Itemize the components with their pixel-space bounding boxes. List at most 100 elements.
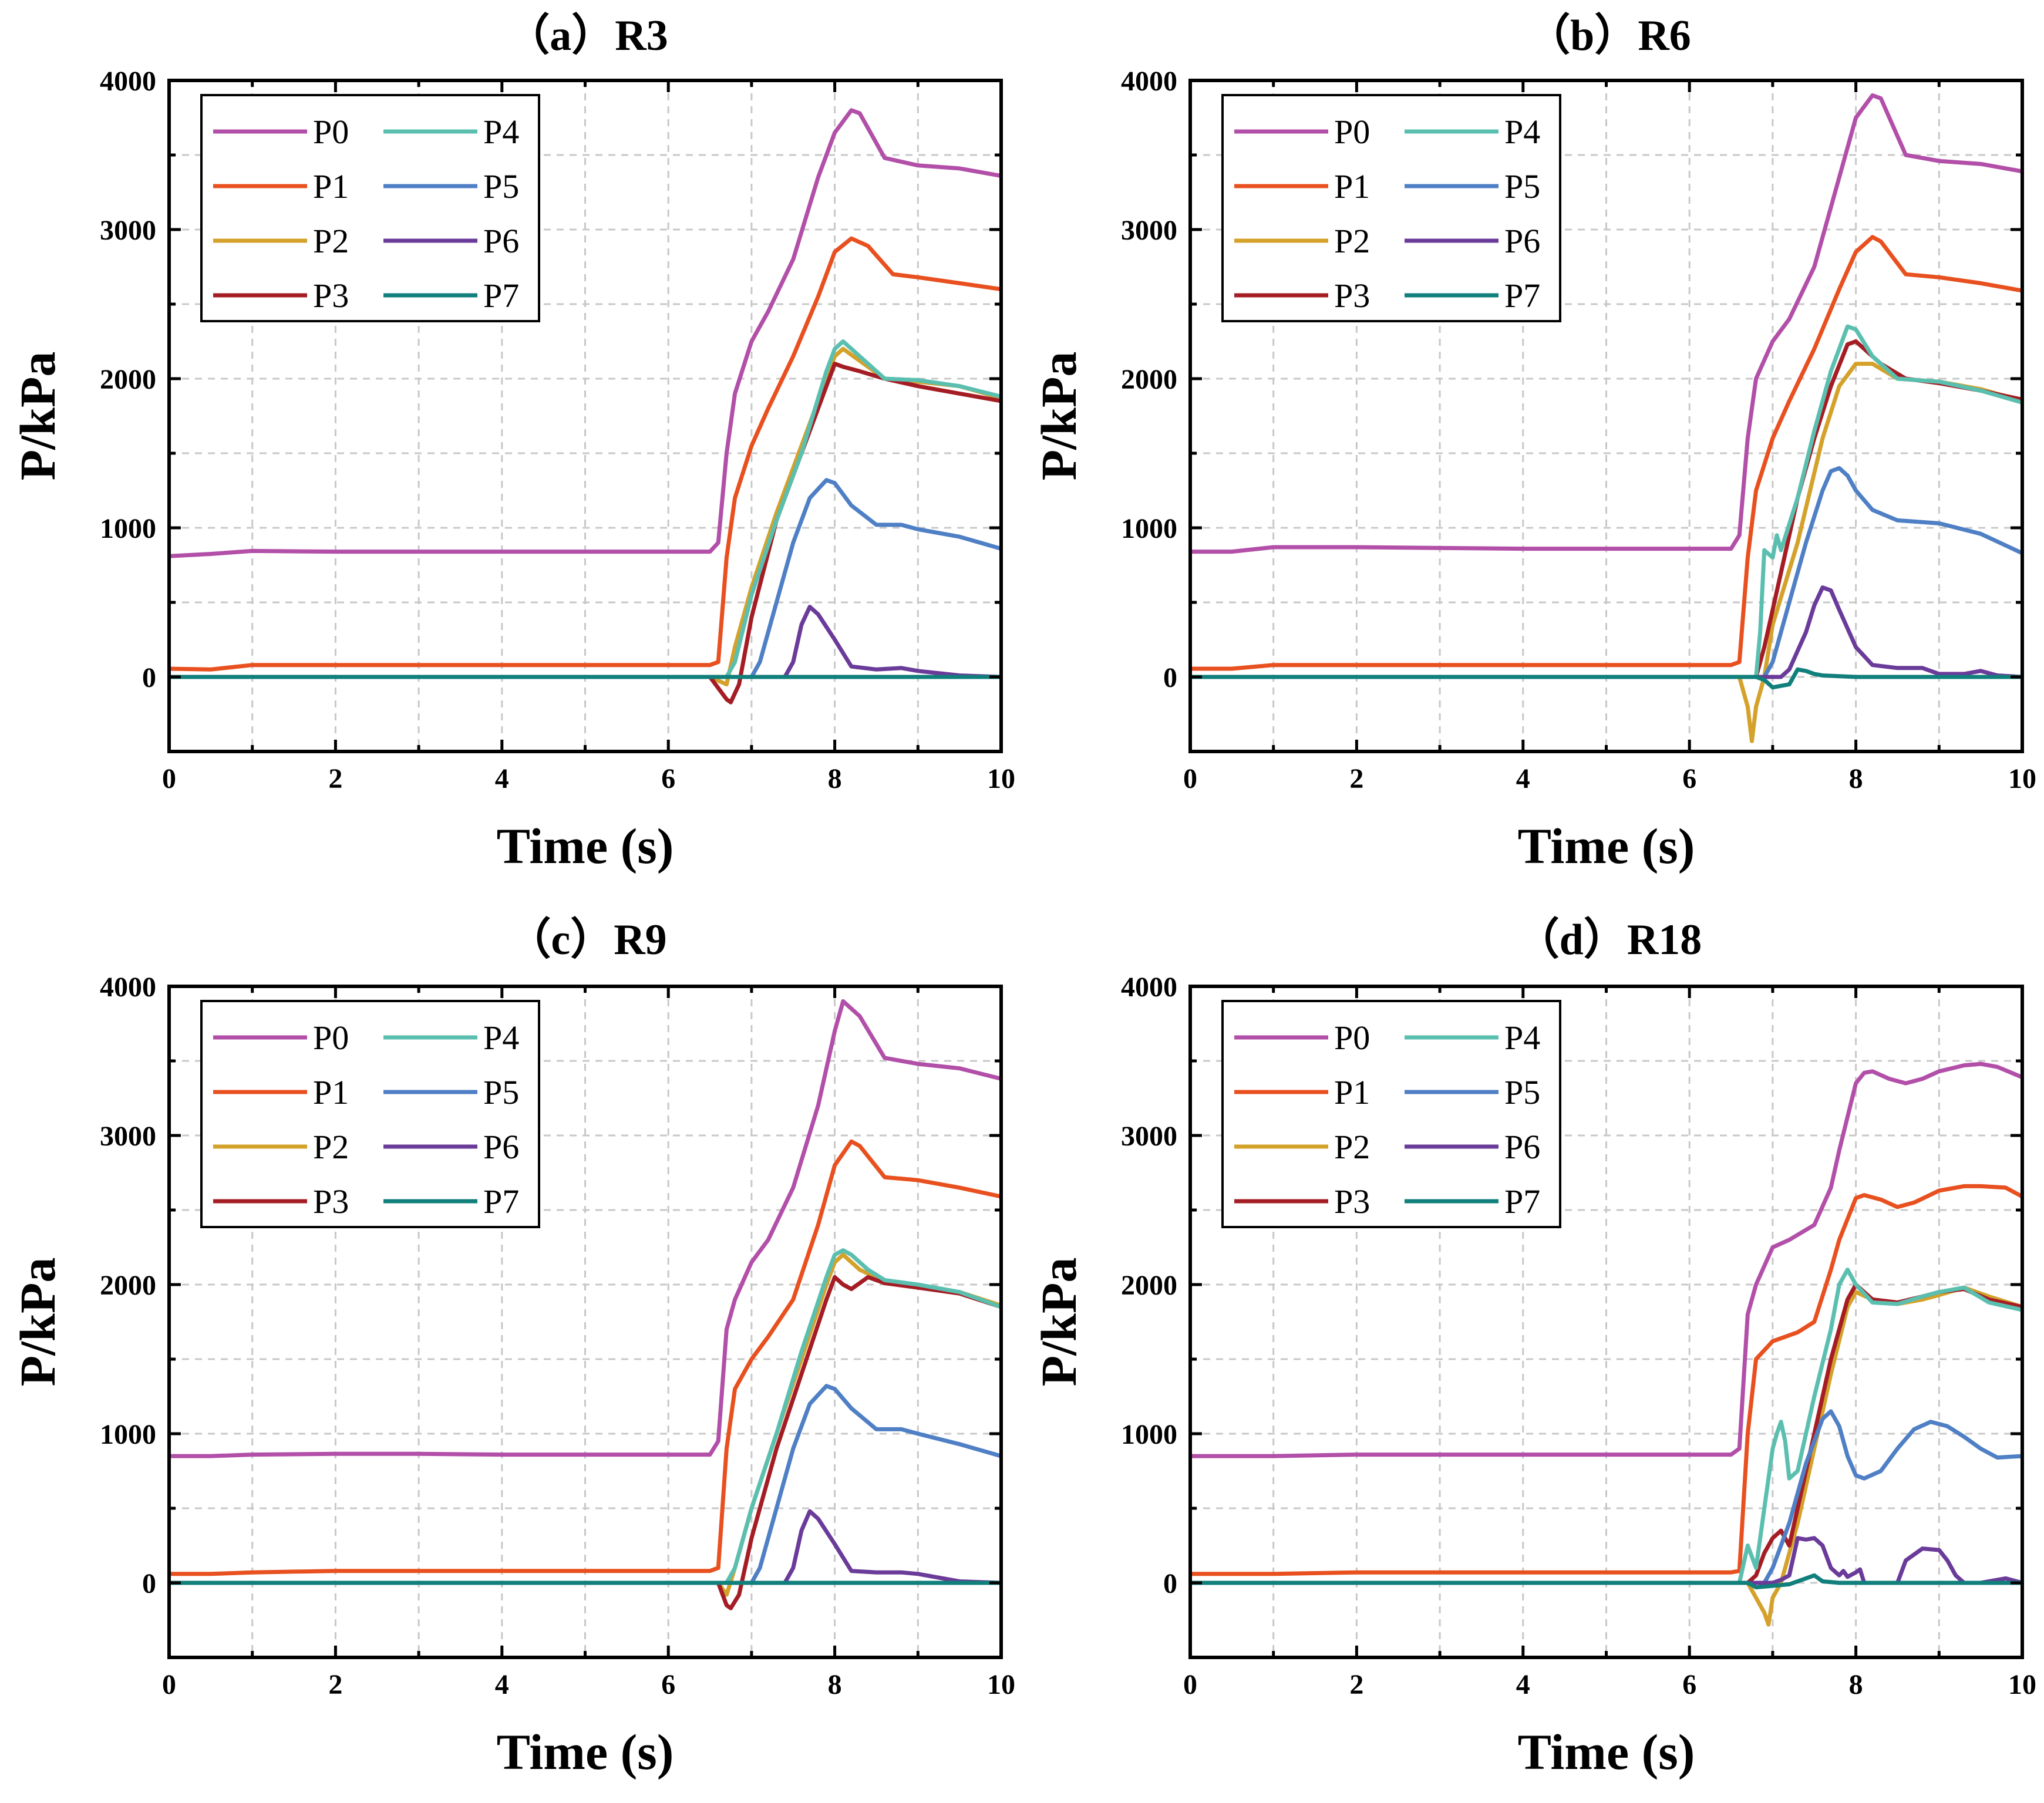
x-tick-label: 10	[2008, 1669, 2036, 1700]
x-tick-label: 8	[1849, 763, 1863, 794]
legend-label-p2: P2	[313, 222, 349, 260]
series-line-p7	[1190, 1573, 2022, 1590]
y-tick-label: 4000	[1121, 66, 1177, 97]
series-line-p2	[1190, 1285, 2022, 1627]
y-axis-title: P/kPa	[9, 352, 66, 481]
legend-label-p1: P1	[313, 167, 349, 205]
y-tick-label: 0	[142, 1568, 156, 1599]
y-tick-label: 4000	[100, 972, 156, 1003]
legend-label-p4: P4	[1504, 113, 1540, 151]
series-line-p3	[169, 362, 1001, 705]
legend-label-p3: P3	[313, 1182, 349, 1221]
series-line-p5	[1190, 1409, 2022, 1585]
y-tick-label: 2000	[1121, 364, 1177, 395]
legend-label-p1: P1	[1334, 167, 1370, 205]
x-axis-title: Time (s)	[1518, 1724, 1695, 1780]
series-line-p7	[1190, 667, 2022, 690]
y-tick-label: 4000	[100, 66, 156, 97]
legend-label-p0: P0	[1334, 1019, 1370, 1057]
legend-label-p6: P6	[483, 222, 519, 260]
legend-label-p5: P5	[1504, 1073, 1540, 1111]
series-line-p4	[1190, 1268, 2022, 1585]
x-tick-label: 4	[495, 763, 509, 794]
ticks: 0 2 4 6 8 10 0 1000 2000 3000 4000	[100, 66, 1015, 794]
legend: P0 P1 P2 P3 P4 P5 P6 P7	[200, 1000, 540, 1228]
y-tick-label: 2000	[1121, 1270, 1177, 1301]
ticks: 0 2 4 6 8 10 0 1000 2000 3000 4000	[1121, 66, 2036, 794]
y-tick-label: 0	[1163, 1568, 1177, 1599]
x-tick-label: 2	[328, 763, 342, 794]
legend: P0 P1 P2 P3 P4 P5 P6 P7	[200, 94, 540, 322]
y-tick-label: 2000	[100, 1270, 156, 1301]
chart-panel-3: 0 2 4 6 8 10 0 1000 2000 3000 4000 （c）R9 Time (s) P/k…	[9, 916, 1015, 1780]
series-line-p4	[169, 1248, 1001, 1585]
x-tick-label: 0	[162, 1669, 176, 1700]
series-line-p6	[169, 1509, 1001, 1585]
legend-label-p7: P7	[483, 1182, 519, 1221]
x-tick-label: 10	[987, 763, 1015, 794]
x-tick-label: 2	[1349, 1669, 1363, 1700]
legend: P0 P1 P2 P3 P4 P5 P6 P7	[1221, 94, 1561, 322]
x-tick-label: 6	[661, 1669, 675, 1700]
chart-panel-1: 0 2 4 6 8 10 0 1000 2000 3000 4000 （a）R3 Time (s) P/k…	[9, 12, 1015, 874]
x-tick-label: 0	[162, 763, 176, 794]
legend-label-p3: P3	[1334, 1182, 1370, 1221]
series-group	[169, 108, 1001, 705]
y-tick-label: 4000	[1121, 972, 1177, 1003]
x-tick-label: 2	[1349, 763, 1363, 794]
x-tick-label: 8	[828, 1669, 842, 1700]
series-line-p1	[1190, 1184, 2022, 1576]
legend-label-p2: P2	[313, 1128, 349, 1166]
x-tick-label: 2	[328, 1669, 342, 1700]
series-group	[1190, 93, 2022, 743]
legend-label-p7: P7	[1504, 277, 1540, 315]
legend-label-p4: P4	[1504, 1019, 1540, 1057]
y-axis-title: P/kPa	[1031, 1258, 1087, 1387]
ticks: 0 2 4 6 8 10 0 1000 2000 3000 4000	[100, 972, 1015, 1700]
chart-panel-2: 0 2 4 6 8 10 0 1000 2000 3000 4000 （b）R6 Time (s) P/k…	[1031, 12, 2036, 874]
series-line-p6	[169, 605, 1001, 679]
y-tick-label: 2000	[100, 364, 156, 395]
series-line-p5	[169, 1384, 1001, 1585]
ticks: 0 2 4 6 8 10 0 1000 2000 3000 4000	[1121, 972, 2036, 1700]
y-tick-label: 1000	[1121, 1419, 1177, 1450]
chart-title: （a）R3	[506, 12, 668, 60]
legend-label-p0: P0	[1334, 113, 1370, 151]
grid	[1190, 986, 2022, 1657]
y-tick-label: 1000	[100, 1419, 156, 1450]
chart-panel-4: 0 2 4 6 8 10 0 1000 2000 3000 4000 （d）R18 Time (s) P/…	[1031, 916, 2036, 1780]
chart-title: （b）R6	[1527, 12, 1691, 60]
series-line-p5	[1190, 466, 2022, 679]
legend-label-p3: P3	[1334, 277, 1370, 315]
y-tick-label: 1000	[100, 513, 156, 544]
legend-label-p5: P5	[483, 1073, 519, 1111]
series-group	[169, 999, 1001, 1610]
legend-label-p2: P2	[1334, 1128, 1370, 1166]
series-line-p6	[1190, 585, 2022, 679]
x-tick-label: 6	[1682, 1669, 1696, 1700]
x-tick-label: 0	[1183, 763, 1197, 794]
legend-label-p6: P6	[483, 1128, 519, 1166]
x-tick-label: 8	[828, 763, 842, 794]
y-axis-title: P/kPa	[9, 1258, 66, 1387]
series-line-p6	[1190, 1536, 2022, 1585]
series-line-p1	[169, 1139, 1001, 1576]
x-tick-label: 10	[2008, 763, 2036, 794]
x-tick-label: 10	[987, 1669, 1015, 1700]
y-tick-label: 1000	[1121, 513, 1177, 544]
legend-label-p5: P5	[1504, 167, 1540, 205]
x-axis-title: Time (s)	[497, 818, 674, 874]
legend-label-p2: P2	[1334, 222, 1370, 260]
y-tick-label: 3000	[100, 1121, 156, 1152]
chart-title: （c）R9	[507, 916, 666, 964]
legend-label-p7: P7	[483, 277, 519, 315]
y-tick-label: 3000	[1121, 1121, 1177, 1152]
legend-label-p4: P4	[483, 1019, 519, 1057]
legend-label-p1: P1	[1334, 1073, 1370, 1111]
series-line-p0	[1190, 93, 2022, 554]
series-group	[1190, 1061, 2022, 1627]
x-tick-label: 4	[495, 1669, 509, 1700]
chart-title: （d）R18	[1516, 916, 1702, 964]
x-tick-label: 6	[661, 763, 675, 794]
x-tick-label: 4	[1516, 763, 1530, 794]
